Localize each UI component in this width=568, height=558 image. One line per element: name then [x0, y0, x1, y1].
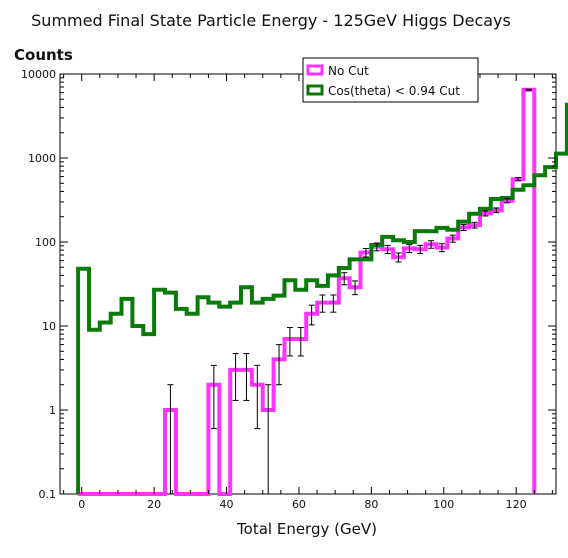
legend-swatch	[306, 84, 324, 96]
y-tick-label: 100	[35, 236, 56, 249]
x-tick-label: 60	[292, 498, 306, 511]
chart-title: Summed Final State Particle Energy - 125…	[31, 11, 511, 30]
x-tick-label: 100	[433, 498, 454, 511]
x-tick-label: 120	[506, 498, 527, 511]
y-axis-label: Counts	[14, 46, 73, 64]
legend-box	[302, 57, 479, 103]
x-tick-label: 80	[364, 498, 378, 511]
axes-group: 0 20 40 60 80 100 120 0.1 1 10 100 1000 10000	[21, 68, 556, 511]
legend-swatch	[306, 64, 324, 76]
x-tick-label: 40	[220, 498, 234, 511]
y-tick-label: 1000	[28, 152, 56, 165]
legend: No Cut Cos(theta) < 0.94 Cut	[302, 57, 479, 103]
y-tick-label: 10	[42, 320, 56, 333]
series-group	[76, 87, 568, 496]
x-tick-label: 20	[147, 498, 161, 511]
y-tick-label: 1	[49, 404, 56, 417]
error-bars-group	[167, 88, 532, 494]
series-line-cos-theta-cut	[76, 102, 568, 494]
legend-label: Cos(theta) < 0.94 Cut	[328, 84, 460, 98]
y-tick-label: 0.1	[39, 488, 57, 501]
series-line-no-cut	[78, 87, 537, 496]
x-axis-label: Total Energy (GeV)	[236, 520, 377, 538]
x-tick-label: 0	[78, 498, 85, 511]
legend-label: No Cut	[328, 64, 369, 78]
y-tick-label: 10000	[21, 68, 56, 81]
